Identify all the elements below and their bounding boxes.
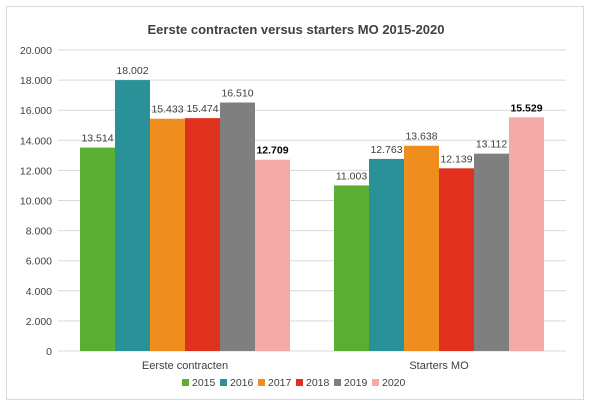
bar — [255, 159, 290, 351]
category-label: Eerste contracten — [142, 360, 228, 372]
data-label: 13.112 — [476, 139, 507, 151]
bar — [185, 118, 220, 351]
y-tick-label: 14.000 — [20, 135, 52, 147]
data-label: 15.433 — [151, 104, 183, 116]
data-label: 16.510 — [221, 88, 253, 100]
data-label: 12.139 — [440, 153, 472, 165]
y-tick-label: 20.000 — [20, 45, 52, 57]
legend-label: 2020 — [382, 377, 406, 389]
legend-label: 2018 — [306, 377, 330, 389]
data-label: 13.514 — [81, 133, 113, 145]
y-tick-label: 18.000 — [20, 75, 52, 87]
y-tick-label: 2.000 — [26, 316, 52, 328]
category-label: Starters MO — [409, 360, 469, 372]
data-label: 15.474 — [186, 103, 218, 115]
y-tick-label: 16.000 — [20, 105, 52, 117]
legend-swatch — [182, 379, 189, 386]
legend-swatch — [220, 379, 227, 386]
legend-swatch — [334, 379, 341, 386]
y-tick-label: 0 — [46, 346, 52, 358]
bar — [220, 102, 255, 351]
data-label: 11.003 — [336, 170, 367, 182]
data-label: 15.529 — [510, 102, 542, 114]
chart-title: Eerste contracten versus starters MO 201… — [148, 22, 445, 37]
legend-label: 2015 — [192, 377, 216, 389]
bar — [509, 117, 544, 352]
bar — [404, 145, 439, 351]
data-label: 13.638 — [405, 131, 437, 143]
data-label: 12.709 — [256, 145, 288, 157]
y-tick-label: 8.000 — [26, 226, 52, 238]
legend-label: 2017 — [268, 377, 292, 389]
bar — [439, 168, 474, 351]
bar — [115, 80, 150, 352]
bar — [334, 185, 369, 351]
legend-swatch — [258, 379, 265, 386]
y-tick-label: 6.000 — [26, 256, 52, 268]
bar — [150, 118, 185, 351]
legend-swatch — [372, 379, 379, 386]
legend-label: 2019 — [344, 377, 368, 389]
y-tick-label: 12.000 — [20, 165, 52, 177]
y-tick-label: 4.000 — [26, 286, 52, 298]
bar — [474, 153, 509, 351]
legend-swatch — [296, 379, 303, 386]
legend-label: 2016 — [230, 377, 254, 389]
bar — [369, 158, 404, 351]
bar — [80, 147, 115, 351]
data-label: 18.002 — [116, 65, 148, 77]
y-tick-label: 10.000 — [20, 196, 52, 208]
data-label: 12.763 — [370, 144, 402, 156]
